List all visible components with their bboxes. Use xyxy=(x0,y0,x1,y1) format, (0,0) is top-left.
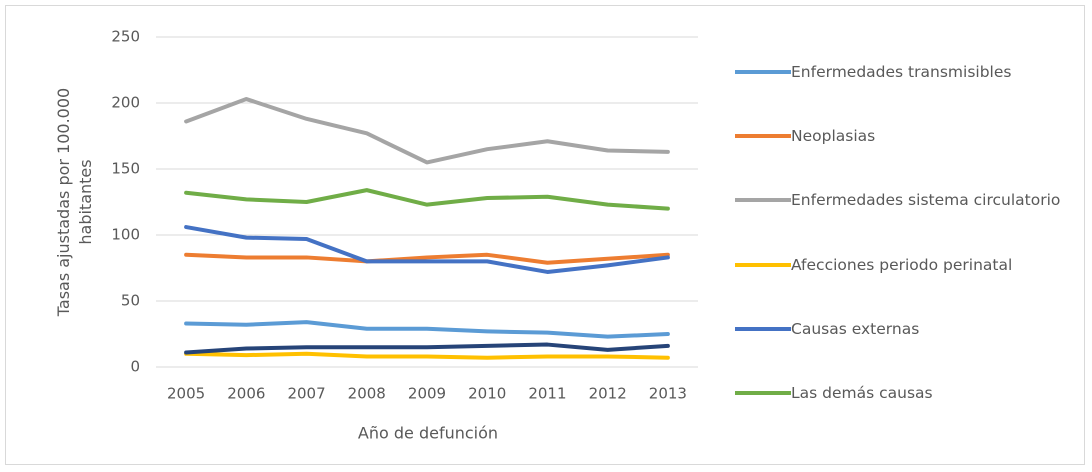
y-tick-label: 150 xyxy=(111,160,140,178)
legend-swatch xyxy=(735,198,791,203)
chart-frame xyxy=(5,5,1085,465)
legend: Enfermedades transmisibles Neoplasias Enfe… xyxy=(735,40,1075,425)
legend-entry: Neoplasias xyxy=(735,124,1075,148)
x-tick-label: 2006 xyxy=(227,385,265,403)
series-line xyxy=(184,97,670,165)
legend-swatch xyxy=(735,326,791,331)
x-tick-label: 2012 xyxy=(589,385,627,403)
legend-swatch xyxy=(735,390,791,395)
series-line xyxy=(184,252,670,265)
legend-entry: Afecciones periodo perinatal xyxy=(735,253,1075,277)
legend-entry: Causas externas xyxy=(735,317,1075,341)
y-tick-label: 0 xyxy=(130,358,140,376)
legend-label: Enfermedades sistema circulatorio xyxy=(791,191,1061,210)
y-tick-label: 50 xyxy=(121,292,140,310)
series-line xyxy=(184,342,670,355)
x-tick-label: 2005 xyxy=(167,385,205,403)
legend-label: Afecciones periodo perinatal xyxy=(791,255,1013,274)
legend-entry: Enfermedades sistema circulatorio xyxy=(735,188,1075,212)
x-tick-label: 2011 xyxy=(528,385,566,403)
y-tick-label: 100 xyxy=(111,226,140,244)
legend-entry: Enfermedades transmisibles xyxy=(735,60,1075,84)
legend-swatch xyxy=(735,134,791,139)
legend-swatch xyxy=(735,70,791,75)
y-tick-label: 200 xyxy=(111,94,140,112)
y-tick-label: 250 xyxy=(111,28,140,46)
series-line xyxy=(184,225,670,274)
legend-label: Neoplasias xyxy=(791,127,876,146)
x-tick-label: 2009 xyxy=(408,385,446,403)
legend-label: Enfermedades transmisibles xyxy=(791,63,1012,82)
series-line xyxy=(184,188,670,211)
series-line xyxy=(184,351,670,360)
x-tick-label: 2013 xyxy=(649,385,687,403)
x-tick-label: 2008 xyxy=(348,385,386,403)
series-line xyxy=(184,320,670,339)
legend-label: Las demás causas xyxy=(791,383,933,402)
legend-swatch xyxy=(735,262,791,267)
legend-label: Causas externas xyxy=(791,319,920,338)
y-axis-title: Tasas ajustadas por 100.000 habitantes xyxy=(54,87,95,317)
legend-entry: Las demás causas xyxy=(735,381,1075,405)
x-tick-label: 2007 xyxy=(287,385,325,403)
x-tick-label: 2010 xyxy=(468,385,506,403)
x-axis-title: Año de defunción xyxy=(358,424,498,443)
